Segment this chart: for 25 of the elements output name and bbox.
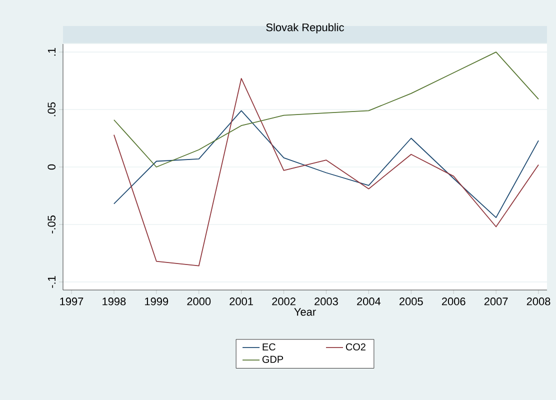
x-tick-label: 2005 <box>400 298 423 306</box>
line-series <box>114 110 539 218</box>
chart-title: Slovak Republic <box>266 23 344 34</box>
x-tick-label: 2001 <box>230 298 253 306</box>
legend-label: GDP <box>262 356 284 363</box>
x-tick-label: 2003 <box>314 298 338 306</box>
line-series <box>114 52 539 168</box>
x-tick-label: 1998 <box>102 298 126 306</box>
x-tick-label: 1997 <box>60 298 84 306</box>
y-tick-label: .1 <box>48 48 56 56</box>
x-tick-label: 2002 <box>272 298 296 306</box>
legend-label: EC <box>262 343 276 350</box>
x-tick-label: 2007 <box>484 298 508 306</box>
x-tick-label: 2008 <box>526 298 550 306</box>
y-tick-label: .05 <box>48 102 56 116</box>
legend-label: CO2 <box>346 343 366 350</box>
y-tick-label: 0 <box>48 164 56 170</box>
x-tick-label: 2004 <box>357 298 381 306</box>
x-tick-label: 2000 <box>187 298 211 306</box>
y-tick-label: -.1 <box>48 276 56 288</box>
line-series <box>114 78 539 266</box>
x-tick-label: 1999 <box>145 298 168 306</box>
y-tick-label: -.05 <box>48 216 56 234</box>
x-tick-label: 2006 <box>442 298 466 306</box>
x-axis-title: Year <box>294 308 316 316</box>
